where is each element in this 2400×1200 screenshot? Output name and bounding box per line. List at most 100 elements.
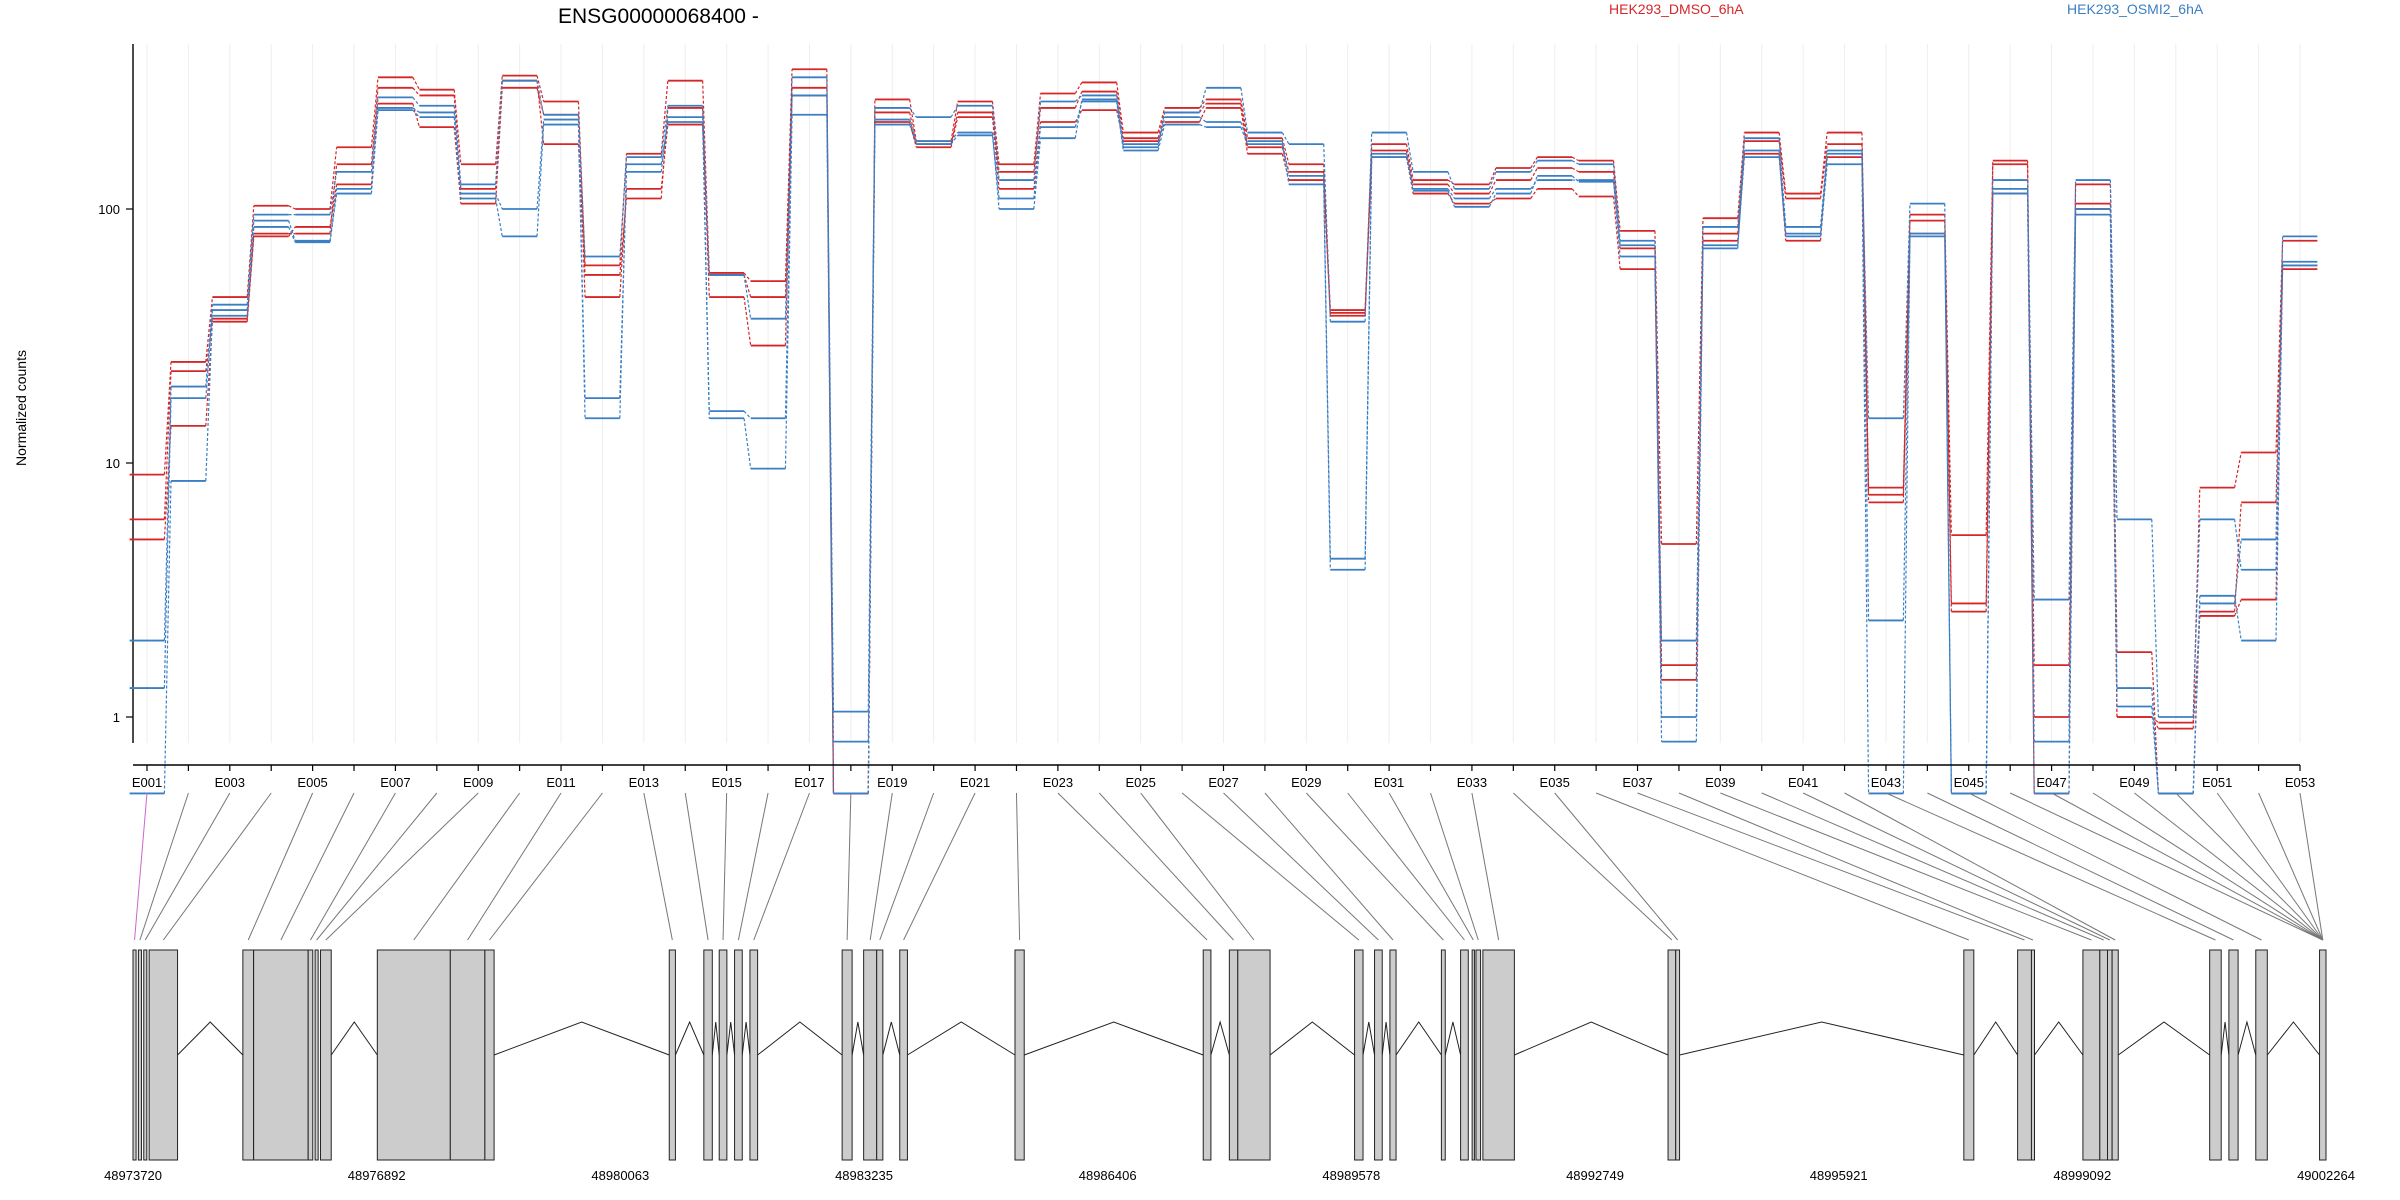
connector-segment: [288, 226, 296, 243]
genomic-coordinate: 48992749: [1566, 1168, 1624, 1183]
connector-segment: [1240, 126, 1249, 145]
exon-connector: [2092, 792, 2324, 941]
exon-box: [307, 949, 314, 1161]
connector-segment: [2233, 452, 2242, 488]
connector-segment: [1819, 150, 1828, 227]
connector-segment: [1074, 94, 1083, 102]
exon-box: [484, 949, 495, 1161]
exon-connector: [846, 792, 852, 941]
connector-segment: [1530, 188, 1538, 199]
connector-segment: [1488, 188, 1497, 199]
connector-segment: [412, 77, 420, 90]
intron: [177, 1021, 244, 1056]
connector-segment: [453, 89, 462, 165]
exon-label: E041: [1788, 775, 1818, 790]
connector-segment: [536, 124, 545, 237]
exon-connector: [1223, 792, 1379, 941]
exon-box: [1228, 949, 1239, 1161]
connector-segment: [1240, 107, 1249, 154]
genomic-coordinate: 49002264: [2297, 1168, 2355, 1183]
connector-segment: [1612, 196, 1621, 270]
connector-segment: [1488, 171, 1497, 190]
exon-connector: [2009, 792, 2323, 941]
series-line: [129, 100, 2318, 795]
connector-segment: [909, 107, 917, 118]
connector-segment: [1530, 179, 1538, 190]
connector-segment: [163, 386, 172, 641]
connector-segment: [1695, 245, 1704, 742]
exon-box: [2255, 949, 2268, 1161]
connector-segment: [1405, 153, 1414, 189]
connector-segment: [2151, 519, 2159, 718]
exon-connector: [310, 792, 396, 941]
exon-box: [2106, 949, 2113, 1161]
connector-segment: [1240, 103, 1249, 148]
connector-segment: [1240, 99, 1249, 139]
exon-box: [1963, 949, 1975, 1161]
exon-connector: [1015, 792, 1021, 941]
connector-segment: [1944, 233, 1952, 612]
exon-connector: [1968, 792, 2262, 941]
connector-segment: [1405, 150, 1414, 185]
connector-segment: [495, 193, 503, 210]
exon-label: E001: [132, 775, 162, 790]
connector-segment: [867, 124, 876, 794]
intron: [1973, 1021, 2019, 1056]
connector-segment: [1198, 87, 1207, 113]
connector-segment: [1447, 171, 1456, 190]
exon-connector: [737, 792, 769, 941]
exon-box: [1460, 949, 1469, 1161]
connector-segment: [1778, 132, 1787, 194]
connector-segment: [1530, 175, 1538, 194]
connector-segment: [1447, 193, 1456, 204]
connector-segment: [453, 105, 462, 185]
connector-segment: [1737, 150, 1745, 249]
connector-segment: [660, 121, 669, 165]
connector-segment: [1281, 144, 1290, 185]
connector-segment: [370, 97, 379, 172]
y-axis-label: Normalized counts: [13, 350, 29, 466]
connector-segment: [1819, 164, 1828, 237]
connector-segment: [743, 274, 752, 319]
intron: [1395, 1021, 1442, 1056]
connector-segment: [2068, 214, 2077, 742]
exon-connector: [1181, 792, 1360, 941]
exon-connector: [489, 792, 603, 941]
exon-label: E011: [546, 775, 575, 790]
connector-segment: [1281, 141, 1290, 177]
connector-segment: [1488, 179, 1497, 194]
intron: [1269, 1021, 1355, 1056]
y-tick-label: 10: [106, 456, 120, 471]
connector-segment: [1571, 156, 1580, 162]
connector-segment: [2109, 208, 2118, 707]
intron: [1514, 1021, 1669, 1056]
connector-segment: [909, 121, 917, 148]
intron: [1679, 1021, 1964, 1056]
genomic-coordinate: 48973720: [104, 1168, 162, 1183]
intron: [2237, 1020, 2257, 1056]
connector-segment: [1902, 220, 1911, 495]
exon-label: E037: [1622, 775, 1652, 790]
connector-segment: [2192, 615, 2201, 729]
connector-segment: [2192, 603, 2201, 794]
exon-label: E003: [215, 775, 245, 790]
exon-box: [2082, 949, 2101, 1161]
connector-segment: [1447, 184, 1456, 194]
connector-segment: [1033, 138, 1042, 210]
exon-box: [876, 949, 884, 1161]
connector-segment: [453, 117, 462, 199]
connector-segment: [2233, 519, 2242, 570]
exon-box: [2111, 949, 2119, 1161]
connector-segment: [1157, 107, 1166, 133]
exon-connector: [2258, 792, 2324, 941]
exon-box: [2030, 949, 2036, 1161]
exon-label: E031: [1374, 775, 1404, 790]
connector-segment: [909, 99, 917, 142]
connector-segment: [1240, 87, 1249, 133]
exon-box: [749, 949, 759, 1161]
connector-segment: [1447, 188, 1456, 199]
exon-connector: [684, 792, 709, 941]
connector-segment: [495, 198, 503, 237]
connector-segment: [1033, 101, 1042, 181]
exon-connector: [753, 792, 810, 941]
